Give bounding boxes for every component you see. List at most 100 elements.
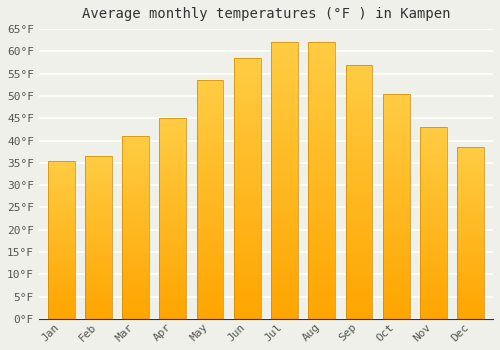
Bar (308, 81, 335, 87)
Bar (85, 159, 112, 163)
Bar (420, 300, 447, 303)
Bar (346, 90, 372, 95)
Bar (234, 220, 260, 225)
Bar (234, 100, 260, 105)
Bar (85, 309, 112, 313)
Bar (234, 261, 260, 267)
Bar (420, 173, 447, 177)
Bar (85, 205, 112, 208)
Bar (234, 162, 260, 168)
Bar (308, 186, 335, 192)
Bar (122, 268, 149, 271)
Bar (122, 144, 149, 147)
Bar (346, 131, 372, 136)
Bar (383, 287, 409, 292)
Bar (271, 64, 298, 70)
Bar (48, 221, 74, 224)
Bar (85, 228, 112, 231)
Bar (122, 315, 149, 319)
Bar (196, 271, 224, 276)
Bar (271, 142, 298, 147)
Bar (346, 197, 372, 202)
Bar (196, 161, 224, 166)
Bar (234, 256, 260, 261)
Bar (458, 182, 484, 185)
Bar (308, 42, 335, 48)
Bar (85, 182, 112, 186)
Bar (234, 251, 260, 256)
Bar (85, 156, 112, 159)
Bar (458, 267, 484, 271)
Bar (48, 309, 74, 313)
Bar (160, 178, 186, 182)
Bar (346, 85, 372, 90)
Bar (420, 296, 447, 300)
Bar (308, 103, 335, 109)
Bar (160, 303, 186, 307)
Bar (420, 288, 447, 292)
Bar (420, 150, 447, 154)
Bar (48, 306, 74, 309)
Bar (48, 313, 74, 316)
Bar (234, 314, 260, 319)
Bar (383, 274, 409, 278)
Bar (234, 79, 260, 84)
Bar (308, 59, 335, 64)
Bar (383, 103, 409, 107)
Bar (420, 292, 447, 296)
Bar (308, 76, 335, 81)
Bar (308, 54, 335, 59)
Bar (196, 214, 224, 219)
Bar (383, 314, 409, 319)
Bar (383, 270, 409, 274)
Bar (346, 263, 372, 268)
Bar (420, 215, 447, 219)
Bar (458, 216, 484, 219)
Bar (234, 152, 260, 157)
Bar (122, 275, 149, 279)
Bar (271, 241, 298, 247)
Bar (271, 275, 298, 280)
Bar (458, 247, 484, 250)
Bar (122, 264, 149, 268)
Bar (160, 198, 186, 203)
Bar (160, 130, 186, 134)
Bar (85, 299, 112, 303)
Bar (271, 125, 298, 131)
Bar (122, 271, 149, 275)
Bar (160, 138, 186, 142)
Bar (271, 131, 298, 136)
Bar (196, 104, 224, 109)
Bar (234, 277, 260, 282)
Bar (383, 251, 409, 256)
Bar (458, 150, 484, 154)
Bar (122, 257, 149, 260)
Bar (196, 309, 224, 314)
Bar (196, 80, 224, 319)
Bar (122, 220, 149, 224)
Bar (122, 195, 149, 198)
Bar (308, 181, 335, 186)
Bar (160, 174, 186, 179)
Bar (196, 243, 224, 247)
Bar (48, 202, 74, 205)
Bar (85, 166, 112, 169)
Bar (346, 182, 372, 187)
Bar (48, 183, 74, 186)
Bar (271, 181, 298, 186)
Bar (160, 275, 186, 279)
Bar (383, 121, 409, 125)
Bar (122, 250, 149, 253)
Bar (160, 231, 186, 234)
Bar (383, 224, 409, 229)
Bar (271, 253, 298, 258)
Bar (420, 211, 447, 215)
Bar (196, 300, 224, 304)
Bar (160, 243, 186, 247)
Bar (308, 92, 335, 98)
Bar (48, 233, 74, 237)
Bar (308, 114, 335, 120)
Bar (160, 150, 186, 154)
Bar (160, 263, 186, 267)
Bar (308, 302, 335, 308)
